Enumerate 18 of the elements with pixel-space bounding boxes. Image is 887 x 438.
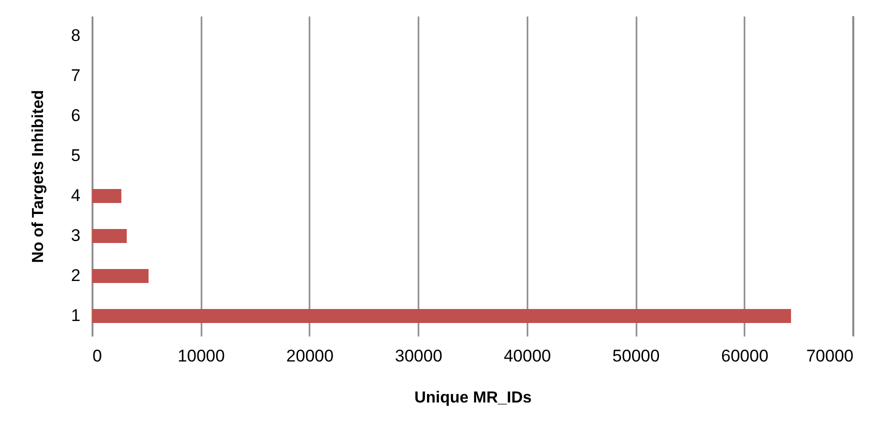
y-tick-label: 8 bbox=[71, 26, 80, 45]
y-tick-label: 4 bbox=[71, 186, 80, 205]
x-tick-label: 20000 bbox=[286, 346, 334, 366]
y-tick-label: 7 bbox=[71, 66, 80, 85]
y-tick-label: 2 bbox=[71, 266, 80, 285]
y-tick-label: 3 bbox=[71, 226, 80, 245]
x-axis-title: Unique MR_IDs bbox=[414, 390, 532, 406]
y-tick-label: 1 bbox=[71, 306, 80, 325]
x-tick-label: 10000 bbox=[178, 346, 225, 366]
x-tick-label: 50000 bbox=[612, 346, 660, 366]
x-tick-label: 70000 bbox=[806, 346, 854, 366]
x-tick-label: 60000 bbox=[721, 346, 768, 366]
y-axis-title: No of Targets Inhibited bbox=[30, 90, 48, 264]
y-tick-label: 6 bbox=[71, 106, 80, 125]
x-tick-label: 0 bbox=[92, 346, 102, 366]
y-tick-label: 5 bbox=[71, 146, 80, 165]
x-tick-label: 30000 bbox=[395, 346, 442, 366]
x-tick-label: 40000 bbox=[504, 346, 551, 366]
